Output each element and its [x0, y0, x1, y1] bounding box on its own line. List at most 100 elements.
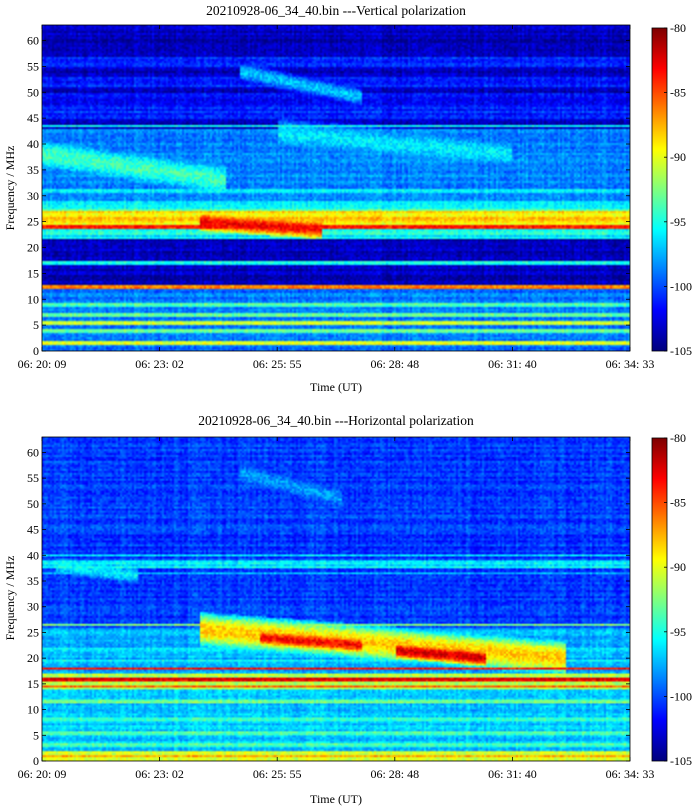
y-tick: 5 — [33, 728, 630, 742]
colorbar-frame — [651, 437, 668, 762]
colorbar-tick-label: -90 — [670, 150, 686, 164]
y-tick: 10 — [27, 292, 630, 306]
y-tick: 25 — [27, 625, 630, 639]
colorbar-tick: -95 — [664, 215, 686, 229]
plot-frame — [41, 436, 631, 762]
y-tick-label: 30 — [27, 189, 39, 203]
y-tick: 5 — [33, 318, 630, 332]
colorbar-tick: -85 — [664, 86, 686, 100]
y-tick-label: 20 — [27, 241, 39, 255]
x-axis-label: Time (UT) — [310, 792, 362, 806]
y-tick: 15 — [27, 266, 630, 280]
y-tick-label: 60 — [27, 34, 39, 48]
colorbar-tick: -105 — [664, 754, 692, 768]
y-axis: 0 5 10 15 20 25 30 35 40 45 50 55 60 — [27, 445, 630, 768]
y-tick: 60 — [27, 34, 630, 48]
chart-title: 20210928-06_34_40.bin ---Vertical polari… — [206, 3, 466, 18]
x-tick-label: 06: 31: 40 — [488, 357, 537, 371]
x-tick-label: 06: 23: 02 — [135, 767, 184, 781]
y-tick: 20 — [27, 651, 630, 665]
x-tick: 06: 20: 09 — [18, 437, 67, 781]
y-tick-label: 0 — [33, 344, 39, 358]
y-tick-label: 35 — [27, 163, 39, 177]
colorbar-tick-label: -95 — [670, 625, 686, 639]
colorbar-tick: -80 — [664, 21, 686, 35]
colorbar-tick-label: -80 — [670, 431, 686, 445]
y-tick-label: 35 — [27, 574, 39, 588]
colorbar-tick: -100 — [664, 279, 692, 293]
vertical-polarization-panel: 20210928-06_34_40.bin ---Vertical polari… — [3, 3, 692, 394]
x-tick-label: 06: 28: 48 — [370, 357, 419, 371]
y-tick: 50 — [27, 85, 630, 99]
y-tick-label: 55 — [27, 59, 39, 73]
colorbar — [652, 438, 667, 761]
x-tick: 06: 25: 55 — [253, 25, 302, 371]
x-tick-label: 06: 25: 55 — [253, 357, 302, 371]
colorbar-tick: -90 — [664, 560, 686, 574]
x-axis: 06: 20: 09 06: 23: 02 06: 25: 55 06: 28: 48… — [18, 25, 655, 371]
y-tick: 0 — [33, 754, 630, 768]
colorbar-tick-label: -85 — [670, 496, 686, 510]
y-tick-label: 30 — [27, 600, 39, 614]
x-tick-label: 06: 20: 09 — [18, 767, 67, 781]
y-tick: 30 — [27, 600, 630, 614]
y-tick-label: 50 — [27, 497, 39, 511]
colorbar-tick-label: -100 — [670, 689, 692, 703]
y-tick-label: 40 — [27, 548, 39, 562]
colorbar-ticks: -80 -85 -90 -95 -100 -105 — [664, 431, 692, 768]
y-tick-label: 50 — [27, 85, 39, 99]
colorbar-tick: -100 — [664, 689, 692, 703]
y-tick-label: 20 — [27, 651, 39, 665]
horizontal-polarization-panel: 20210928-06_34_40.bin ---Horizontal pola… — [3, 413, 692, 806]
y-tick-label: 5 — [33, 318, 39, 332]
y-tick-label: 10 — [27, 292, 39, 306]
x-tick: 06: 25: 55 — [253, 437, 302, 781]
y-tick: 35 — [27, 574, 630, 588]
y-tick: 55 — [27, 471, 630, 485]
colorbar-tick: -105 — [664, 344, 692, 358]
x-axis-label: Time (UT) — [310, 380, 362, 394]
y-tick: 55 — [27, 59, 630, 73]
y-tick: 35 — [27, 163, 630, 177]
y-tick-label: 25 — [27, 215, 39, 229]
y-tick-label: 55 — [27, 471, 39, 485]
y-tick-label: 60 — [27, 445, 39, 459]
colorbar-tick-label: -95 — [670, 215, 686, 229]
y-tick: 50 — [27, 497, 630, 511]
spectrogram-image — [42, 437, 630, 761]
y-tick: 40 — [27, 137, 630, 151]
y-tick-label: 45 — [27, 111, 39, 125]
x-tick-label: 06: 31: 40 — [488, 767, 537, 781]
colorbar-tick: -85 — [664, 496, 686, 510]
colorbar-frame — [651, 27, 668, 352]
colorbar-tick: -80 — [664, 431, 686, 445]
x-tick-label: 06: 34: 33 — [606, 357, 655, 371]
colorbar — [652, 28, 667, 351]
y-tick-label: 10 — [27, 703, 39, 717]
y-tick: 20 — [27, 241, 630, 255]
colorbar-tick-label: -85 — [670, 86, 686, 100]
y-tick-label: 45 — [27, 523, 39, 537]
x-tick: 06: 23: 02 — [135, 25, 184, 371]
x-tick: 06: 23: 02 — [135, 437, 184, 781]
y-tick: 25 — [27, 215, 630, 229]
colorbar-ticks: -80 -85 -90 -95 -100 -105 — [664, 21, 692, 358]
x-tick-label: 06: 28: 48 — [370, 767, 419, 781]
x-tick: 06: 31: 40 — [488, 25, 537, 371]
colorbar-tick-label: -105 — [670, 754, 692, 768]
x-tick: 06: 28: 48 — [370, 25, 419, 371]
y-tick: 60 — [27, 445, 630, 459]
y-axis-label: Frequency / MHz — [3, 556, 17, 641]
y-tick: 40 — [27, 548, 630, 562]
colorbar-tick: -90 — [664, 150, 686, 164]
x-tick: 06: 34: 33 — [606, 25, 655, 371]
y-axis: 0 5 10 15 20 25 30 35 40 45 50 55 60 — [27, 34, 630, 358]
x-tick-label: 06: 34: 33 — [606, 767, 655, 781]
x-axis: 06: 20: 09 06: 23: 02 06: 25: 55 06: 28: 48… — [18, 437, 655, 781]
x-tick-label: 06: 20: 09 — [18, 357, 67, 371]
colorbar-tick-label: -90 — [670, 560, 686, 574]
colorbar-tick: -95 — [664, 625, 686, 639]
y-tick: 45 — [27, 111, 630, 125]
x-tick: 06: 31: 40 — [488, 437, 537, 781]
